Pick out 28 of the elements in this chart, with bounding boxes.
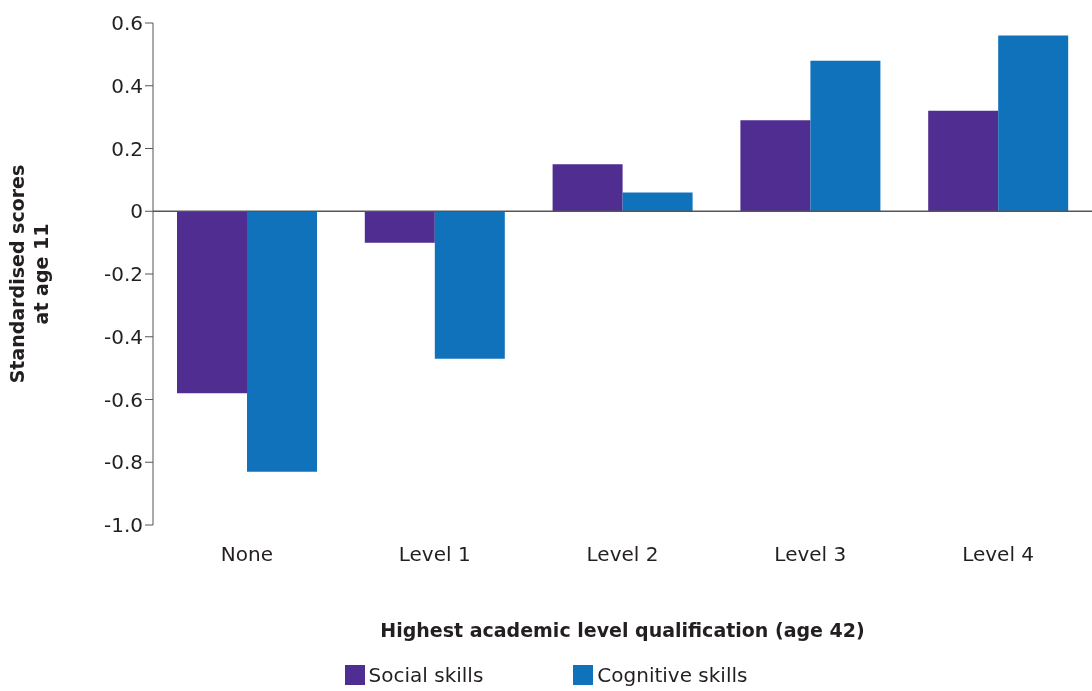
bar — [177, 211, 247, 394]
bar — [928, 110, 999, 212]
x-tick-label: Level 1 — [398, 542, 471, 567]
bar — [364, 211, 435, 243]
y-tick-label: -0.6 — [103, 387, 143, 412]
bar — [434, 211, 505, 359]
y-tick-label: -1.0 — [103, 513, 143, 538]
bar — [810, 60, 881, 212]
bar — [622, 192, 693, 212]
y-tick-label: -0.8 — [103, 450, 143, 475]
legend-label: Social skills — [368, 663, 484, 687]
y-tick-label: 0.4 — [111, 73, 143, 98]
bar — [998, 35, 1069, 212]
x-tick-label: Level 3 — [774, 542, 847, 567]
y-axis-title: Standardised scores at age 11 — [6, 164, 52, 384]
legend-label: Cognitive skills — [597, 663, 748, 687]
x-tick-label: None — [220, 542, 273, 567]
bar — [247, 211, 317, 472]
bar — [552, 164, 623, 212]
x-tick-label: Level 2 — [586, 542, 659, 567]
y-tick-label: -0.4 — [103, 324, 143, 349]
y-tick-label: 0.2 — [111, 136, 143, 161]
y-tick-label: 0.6 — [111, 11, 143, 36]
y-tick-label: 0 — [130, 199, 143, 224]
bar — [740, 120, 811, 212]
x-axis-title: Highest academic level qualification (age 42) — [380, 619, 865, 641]
x-tick-label: Level 4 — [962, 542, 1035, 567]
y-tick-label: -0.2 — [103, 262, 143, 287]
